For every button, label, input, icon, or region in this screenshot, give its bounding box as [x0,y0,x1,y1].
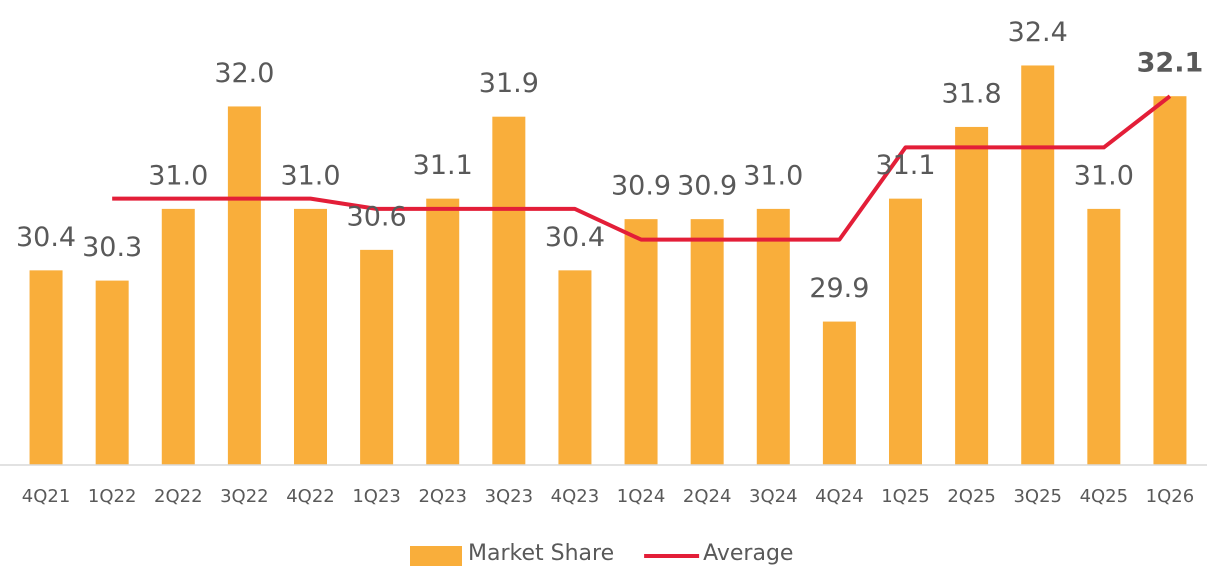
x-tick-label: 4Q24 [815,486,864,507]
bar [1087,208,1121,465]
bar [161,208,195,465]
x-tick-label: 1Q25 [881,486,930,507]
bar [690,219,724,465]
bar [294,208,327,465]
data-label: 30.9 [677,171,737,202]
bar [95,280,129,465]
x-tick-label: 4Q21 [22,486,71,507]
bar [360,249,394,465]
legend-swatch [410,546,462,566]
data-label: 31.8 [942,78,1002,109]
bar [29,270,63,465]
legend-label: Average [703,541,793,566]
bar [822,321,856,465]
data-label: 31.0 [280,160,340,191]
data-label: 32.4 [1008,17,1068,48]
x-tick-label: 3Q23 [485,486,534,507]
x-tick-label: 2Q24 [683,486,732,507]
bar [1021,65,1055,465]
x-tick-label: 1Q26 [1146,486,1195,507]
data-label: 31.0 [148,160,208,191]
x-tick-label: 4Q23 [551,486,600,507]
average-line [112,94,1172,242]
legend-label: Market Share [468,541,614,566]
x-tick-label: 3Q25 [1013,486,1062,507]
bar [227,106,261,465]
bar [955,126,989,465]
x-tick-label: 2Q25 [947,486,996,507]
bar [492,116,526,465]
data-label: 31.0 [1074,160,1134,191]
data-label: 31.1 [875,150,935,181]
data-label: 31.0 [743,160,803,191]
data-label: 30.9 [611,171,671,202]
data-label: 32.1 [1137,48,1204,79]
bar [426,198,460,465]
data-label: 30.4 [16,222,76,253]
x-tick-label: 4Q25 [1080,486,1129,507]
bar [756,208,790,465]
x-tick-label: 1Q23 [352,486,401,507]
bar [558,270,592,465]
data-label: 31.9 [479,68,539,99]
data-label: 30.3 [82,232,142,263]
data-label: 31.1 [413,150,473,181]
x-tick-label: 4Q22 [286,486,335,507]
data-label: 30.4 [545,222,605,253]
data-label: 29.9 [809,273,869,304]
bar [624,219,658,465]
bar [1153,96,1187,465]
x-tick-label: 2Q23 [418,486,467,507]
x-tick-label: 3Q22 [220,486,269,507]
data-label: 32.0 [214,58,274,89]
x-tick-label: 1Q24 [617,486,666,507]
bar [889,198,922,465]
x-tick-label: 3Q24 [749,486,798,507]
x-tick-label: 1Q22 [88,486,137,507]
data-label: 30.6 [347,201,407,232]
x-tick-label: 2Q22 [154,486,203,507]
